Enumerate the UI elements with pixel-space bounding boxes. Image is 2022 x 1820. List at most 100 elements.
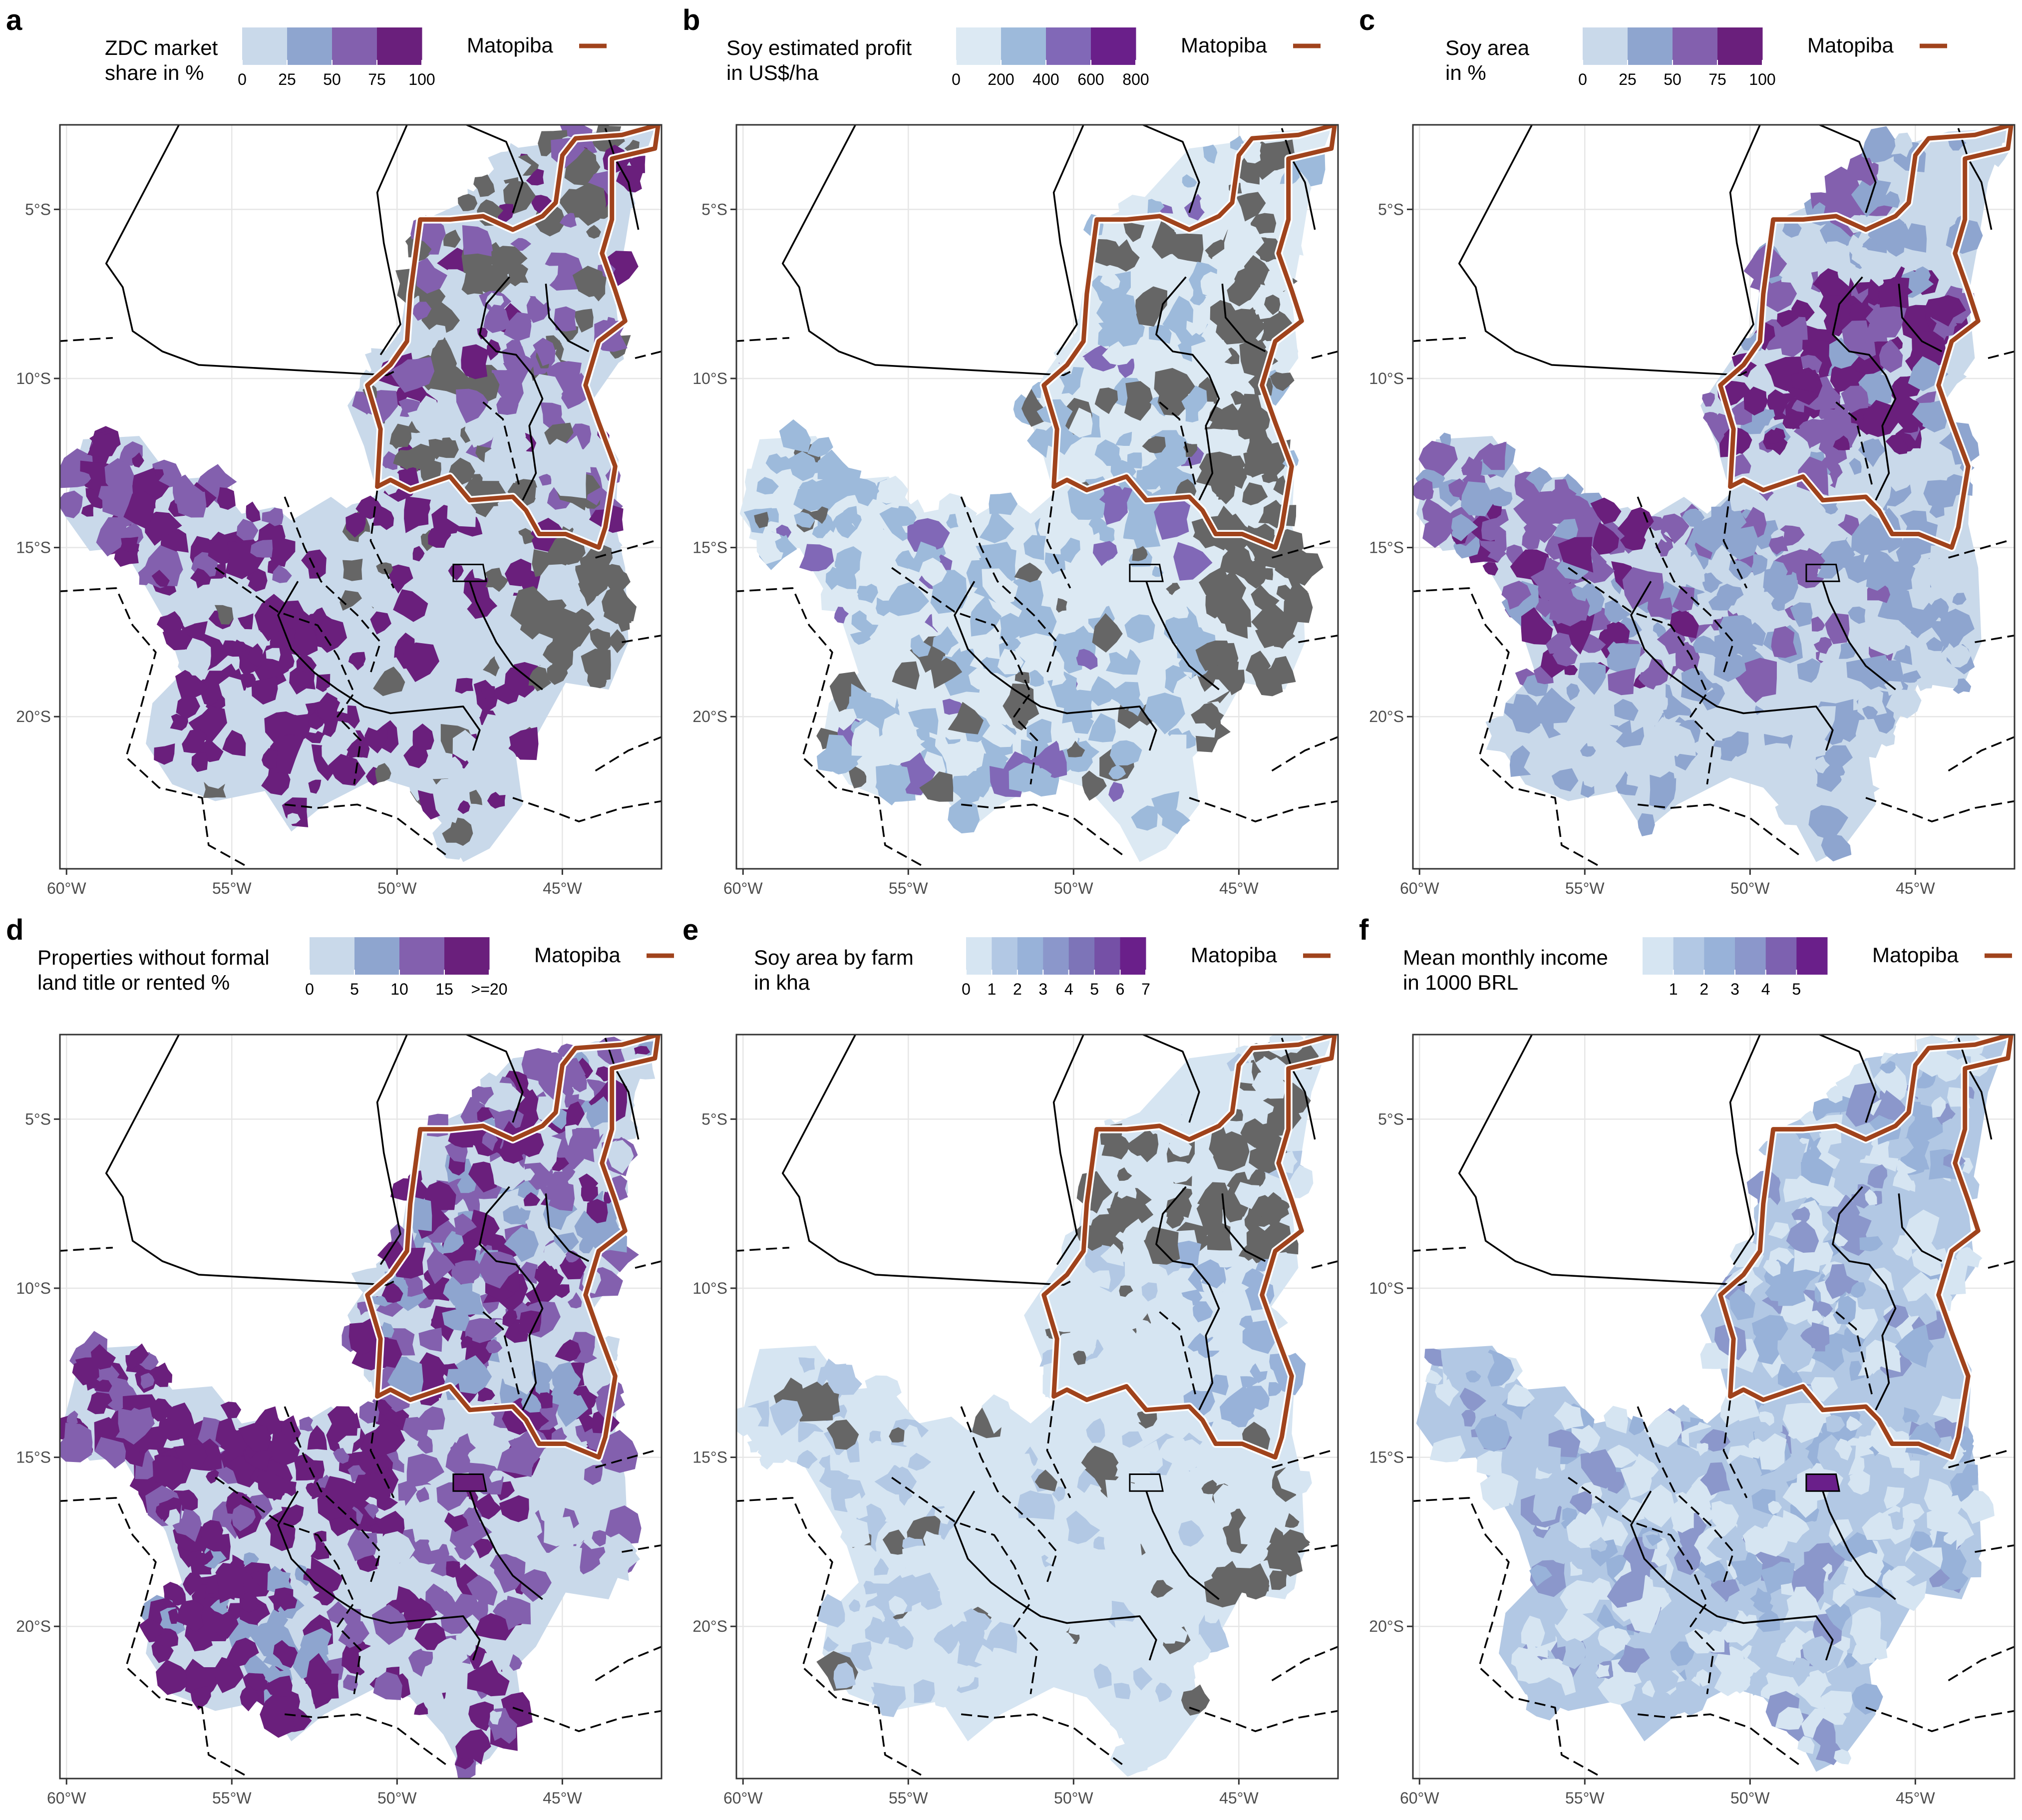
map-e: 60°W 55°W 50°W 45°W 5°S 10°S 15°S 20°S: [692, 1034, 1339, 1807]
x-tick-label: 60°W: [47, 1789, 86, 1807]
legend-swatch: [399, 937, 445, 975]
map-frame: [735, 1034, 1339, 1780]
legend-tick-label: 25: [278, 70, 296, 88]
federal-district-outline: [452, 564, 487, 582]
x-tick-label: 60°W: [723, 879, 763, 897]
legend-swatch: [354, 937, 400, 975]
matopiba-outline: [365, 125, 661, 550]
y-tick-label: 15°S: [16, 1449, 51, 1466]
x-tick-label: 60°W: [47, 879, 86, 897]
y-tick-label: 15°S: [692, 1449, 727, 1466]
x-tick-label: 60°W: [1400, 1789, 1439, 1807]
y-axis: 5°S 10°S 15°S 20°S: [692, 1110, 736, 1635]
legend-swatch: [956, 27, 1002, 65]
legend-tick-label: 10: [390, 980, 408, 998]
panel-letter: d: [6, 914, 23, 946]
y-tick-label: 10°S: [16, 369, 51, 387]
municipality-patches: [60, 125, 646, 860]
svg-text:in kha: in kha: [754, 971, 810, 994]
legend-swatch: [444, 937, 490, 975]
svg-text:ZDC market: ZDC market: [105, 36, 218, 59]
y-tick-label: 5°S: [701, 1110, 727, 1128]
legend-colorbar: 0 25 50 75 100: [238, 27, 435, 88]
svg-text:Soy area by farm: Soy area by farm: [754, 946, 914, 969]
map-frame: [59, 124, 663, 870]
legend-tick-label: 75: [368, 70, 386, 88]
map-frame: [1412, 124, 2016, 870]
federal-district-outline: [1805, 1473, 1840, 1492]
map-f: 60°W 55°W 50°W 45°W 5°S 10°S 15°S 20°S: [1369, 1034, 2016, 1807]
y-tick-label: 5°S: [25, 200, 51, 218]
y-axis: 5°S 10°S 15°S 20°S: [1369, 1110, 1413, 1635]
y-axis: 5°S 10°S 15°S 20°S: [692, 200, 736, 726]
legend-tick-label: >=20: [471, 980, 508, 998]
legend-swatch: [1704, 937, 1735, 975]
y-tick-label: 20°S: [1369, 1617, 1404, 1635]
y-tick-label: 5°S: [25, 1110, 51, 1128]
legend-tick-label: 5: [1792, 980, 1801, 998]
legend-tick-label: 200: [988, 70, 1014, 88]
x-axis: 60°W 55°W 50°W 45°W: [1400, 1779, 1935, 1807]
legend-colorbar: 1 2 3 4 5: [1643, 937, 1828, 998]
matopiba-outline: [1041, 1035, 1337, 1460]
x-tick-label: 50°W: [1730, 1789, 1770, 1807]
y-tick-label: 20°S: [16, 1617, 51, 1635]
y-tick-label: 5°S: [701, 200, 727, 218]
svg-text:share in %: share in %: [105, 61, 204, 84]
x-tick-label: 50°W: [377, 879, 417, 897]
panel-letter: f: [1359, 914, 1369, 946]
y-tick-label: 20°S: [692, 1617, 727, 1635]
legend-swatch: [287, 27, 333, 65]
legend-tick-label: 15: [435, 980, 453, 998]
y-tick-label: 20°S: [692, 708, 727, 726]
map-b: 60°W 55°W 50°W 45°W 5°S 10°S 15°S 20°S: [692, 124, 1339, 897]
matopiba-outline: [1718, 1035, 2014, 1460]
y-tick-label: 10°S: [1369, 1279, 1404, 1297]
legend-tick-label: 0: [1578, 70, 1587, 88]
state-boundaries: [736, 125, 1338, 866]
federal-district-outline: [452, 1473, 487, 1492]
legend-tick-label: 0: [238, 70, 247, 88]
legend-swatch: [1091, 27, 1136, 65]
x-axis: 60°W 55°W 50°W 45°W: [1400, 869, 1935, 897]
map-c: 60°W 55°W 50°W 45°W 5°S 10°S 15°S 20°S: [1369, 124, 2016, 897]
x-tick-label: 55°W: [212, 879, 252, 897]
legend-tick-label: 800: [1122, 70, 1149, 88]
state-boundaries: [1413, 1035, 2015, 1776]
legend-swatch: [1765, 937, 1797, 975]
legend-swatch: [242, 27, 288, 65]
legend-swatch: [1043, 937, 1069, 975]
svg-text:Mean monthly income: Mean monthly income: [1403, 946, 1608, 969]
panel-letter: e: [682, 914, 698, 946]
y-tick-label: 20°S: [16, 708, 51, 726]
legend-tick-label: 3: [1730, 980, 1739, 998]
x-tick-label: 60°W: [723, 1789, 763, 1807]
legend-tick-label: 7: [1141, 980, 1150, 998]
x-axis: 60°W 55°W 50°W 45°W: [723, 1779, 1259, 1807]
svg-text:Soy estimated profit: Soy estimated profit: [726, 36, 912, 59]
panel-letter: c: [1359, 4, 1375, 36]
legend-tick-label: 2: [1013, 980, 1022, 998]
state-boundaries: [736, 1035, 1338, 1776]
legend-tick-label: 0: [952, 70, 961, 88]
legend-tick-label: 100: [1749, 70, 1775, 88]
legend-tick-label: 4: [1064, 980, 1073, 998]
legend-swatch: [332, 27, 377, 65]
x-axis: 60°W 55°W 50°W 45°W: [47, 869, 582, 897]
legend-tick-label: 0: [305, 980, 314, 998]
y-tick-label: 10°S: [692, 369, 727, 387]
map-frame: [59, 1034, 663, 1780]
x-tick-label: 45°W: [543, 1789, 582, 1807]
legend-swatch: [1673, 27, 1718, 65]
legend-tick-label: 5: [1090, 980, 1099, 998]
x-tick-label: 45°W: [1896, 1789, 1935, 1807]
x-tick-label: 45°W: [1896, 879, 1935, 897]
